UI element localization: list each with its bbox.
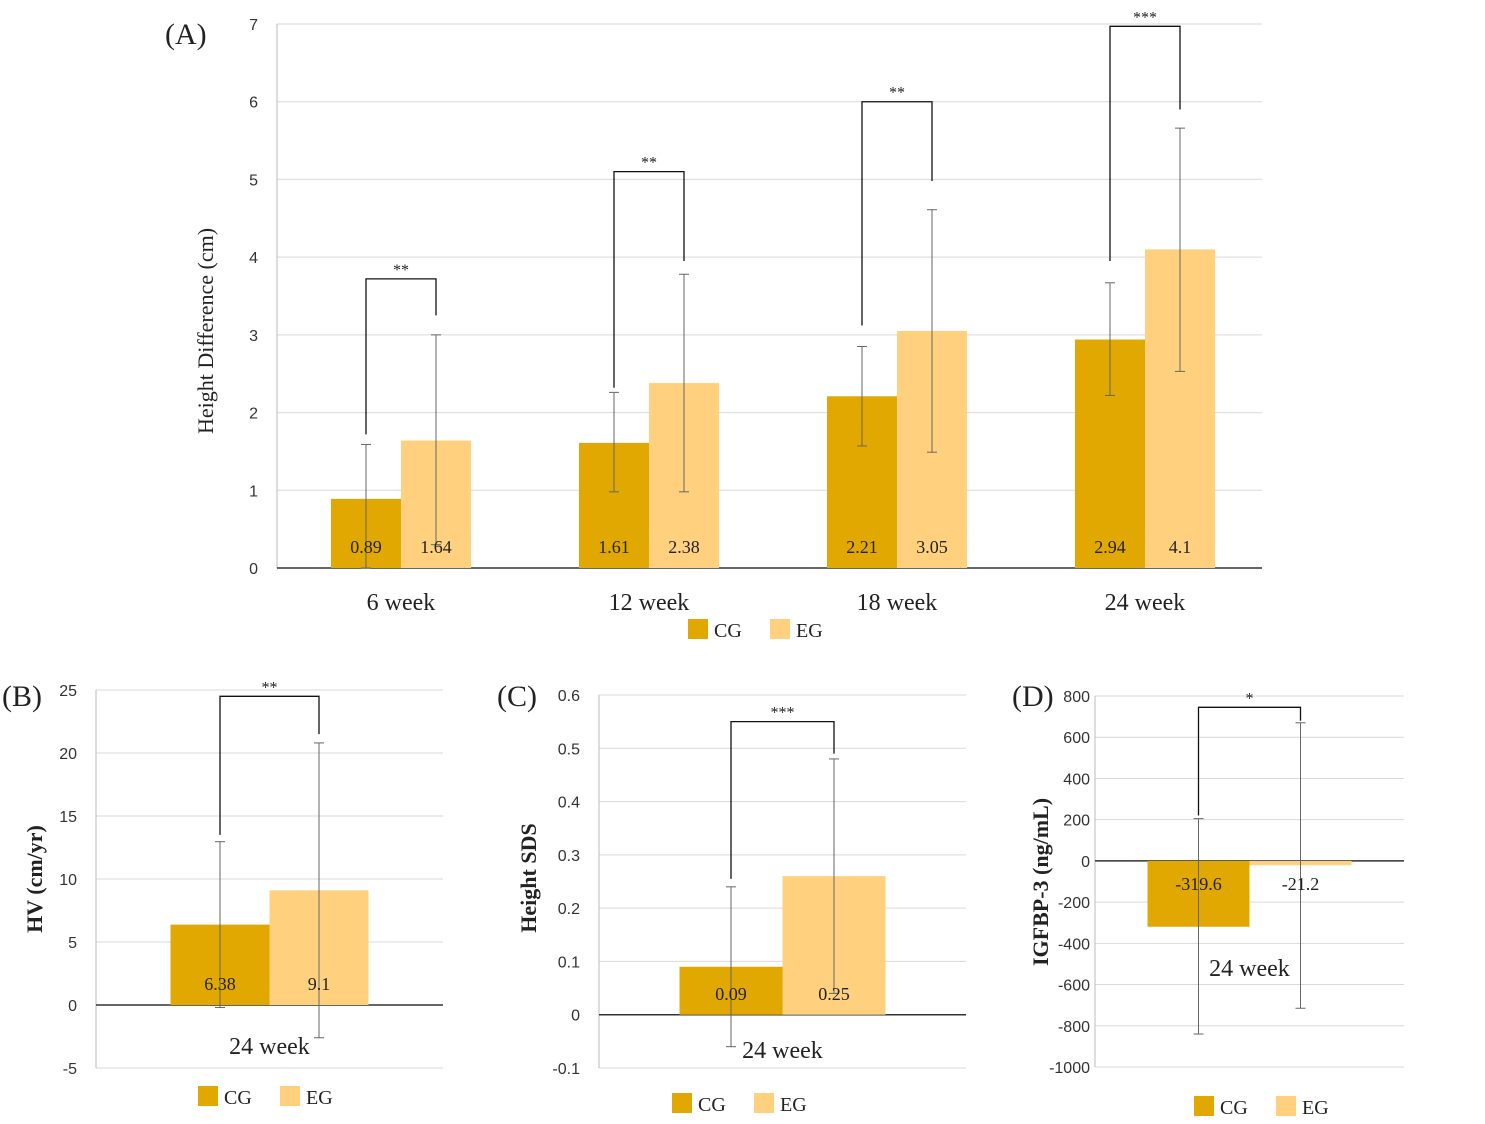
panel-c-legend-swatch-eg	[754, 1093, 774, 1113]
panel-a-category-label: 24 week	[1105, 590, 1186, 616]
panel-c-legend-label: CG	[698, 1094, 726, 1116]
panel-c: (C) Height SDS -0.1 0 0.1 0.2 0.3 0.4 0.5 0.6 0.…	[497, 680, 966, 1116]
panel-d: (D) IGFBP-3 (ng/mL) -1000 -800 -600 -400 -20…	[1012, 680, 1404, 1119]
panel-a-y-tick-label: 0	[249, 561, 258, 578]
panel-a-data-label: 2.21	[846, 537, 878, 557]
panel-a: (A) Height Difference (cm) 0 1 2 3 4 5 6 7 0.89 1…	[165, 9, 1262, 642]
panel-c-y-tick-label: 0.3	[558, 848, 580, 865]
panel-a-y-axis-label: Height Difference (cm)	[193, 228, 218, 434]
panel-b-data-label: 6.38	[204, 974, 236, 994]
panel-d-y-tick-label: 400	[1063, 771, 1090, 788]
panel-b-y-tick-label: -5	[63, 1061, 77, 1078]
panel-d-y-axis-label: IGFBP-3 (ng/mL)	[1028, 798, 1053, 966]
panel-b-y-tick-label: 25	[59, 683, 77, 700]
panel-b-significance-bracket	[219, 695, 320, 835]
panel-d-y-tick-label: 800	[1063, 689, 1090, 706]
panel-b-legend-swatch-eg	[280, 1086, 300, 1106]
panel-c-y-tick-label: -0.1	[552, 1061, 580, 1078]
panel-a-significance-bracket	[1109, 25, 1181, 262]
panel-c-data-label: 0.25	[818, 984, 850, 1004]
panel-d-y-tick-label: 200	[1063, 813, 1090, 830]
panel-c-significance-label: ***	[771, 705, 795, 722]
panel-c-y-tick-label: 0.1	[558, 954, 580, 971]
panel-c-y-tick-label: 0.6	[558, 688, 580, 705]
panel-c-y-tick-label: 0.2	[558, 901, 580, 918]
panel-a-significance-bracket	[861, 101, 933, 326]
panel-a-category-label: 18 week	[857, 590, 938, 616]
panel-d-label: (D)	[1012, 680, 1054, 713]
panel-c-data-label: 0.09	[715, 984, 747, 1004]
panel-a-data-label: 1.61	[598, 537, 630, 557]
panel-a-y-tick-label: 4	[249, 250, 258, 267]
panel-d-y-tick-label: -600	[1058, 978, 1090, 995]
panel-a-significance-bracket	[365, 278, 437, 435]
panel-a-data-label: 3.05	[916, 537, 948, 557]
panel-a-y-tick-label: 1	[249, 483, 258, 500]
panel-b-significance-label: **	[262, 679, 278, 696]
panel-b-label: (B)	[2, 680, 42, 713]
panel-a-significance-label: ***	[1133, 9, 1157, 26]
panel-d-legend-label: EG	[1302, 1097, 1329, 1119]
panel-a-y-tick-label: 7	[249, 17, 258, 34]
panel-d-y-tick-label: -1000	[1049, 1060, 1090, 1077]
panel-b-data-label: 9.1	[308, 974, 331, 994]
panel-d-significance-bracket	[1197, 706, 1302, 816]
panel-a-data-label: 4.1	[1169, 537, 1192, 557]
panel-a-y-tick-label: 2	[249, 406, 258, 423]
panel-d-data-label: -21.2	[1282, 874, 1320, 894]
panel-c-y-tick-label: 0.4	[558, 795, 580, 812]
panel-b-legend-label: CG	[224, 1087, 252, 1109]
panel-d-y-tick-label: 600	[1063, 730, 1090, 747]
panel-c-category-label: 24 week	[742, 1038, 823, 1064]
panel-c-label: (C)	[497, 680, 537, 713]
panel-a-label: (A)	[165, 18, 207, 51]
panel-c-significance-bracket	[730, 720, 835, 879]
panel-a-significance-label: **	[889, 85, 905, 102]
panel-a-legend-swatch-eg	[770, 619, 790, 639]
panel-d-legend-label: CG	[1220, 1097, 1248, 1119]
panel-d-category-label: 24 week	[1209, 956, 1290, 982]
panel-b-y-tick-label: 10	[59, 872, 77, 889]
panel-d-significance-label: *	[1246, 690, 1254, 707]
panel-b-category-label: 24 week	[229, 1034, 310, 1060]
panel-d-legend-swatch-eg	[1276, 1096, 1296, 1116]
panel-b-y-tick-label: 20	[59, 746, 77, 763]
panel-d-y-tick-label: -800	[1058, 1019, 1090, 1036]
panel-d-legend-swatch-cg	[1194, 1096, 1214, 1116]
panel-d-y-tick-label: -400	[1058, 936, 1090, 953]
panel-b-legend-swatch-cg	[198, 1086, 218, 1106]
panel-d-y-tick-label: -200	[1058, 895, 1090, 912]
panel-a-y-tick-label: 6	[249, 95, 258, 112]
panel-c-y-tick-label: 0.5	[558, 741, 580, 758]
panel-a-y-tick-label: 5	[249, 172, 258, 189]
panel-b-y-tick-label: 0	[68, 998, 77, 1015]
panel-b-y-axis-label: HV (cm/yr)	[22, 825, 47, 933]
panel-a-data-label: 0.89	[350, 537, 382, 557]
panel-a-legend-swatch-cg	[688, 619, 708, 639]
panel-d-y-tick-label: 0	[1081, 854, 1090, 871]
panel-b-y-tick-label: 15	[59, 809, 77, 826]
panel-a-significance-label: **	[393, 262, 409, 279]
panel-a-significance-bracket	[613, 171, 685, 388]
panel-a-y-tick-label: 3	[249, 328, 258, 345]
panel-a-data-label: 1.64	[420, 537, 452, 557]
panel-a-data-label: 2.94	[1094, 537, 1126, 557]
panel-b-y-tick-label: 5	[68, 935, 77, 952]
panel-c-legend-label: EG	[780, 1094, 807, 1116]
panel-a-legend-label: EG	[796, 620, 823, 642]
panel-c-y-tick-label: 0	[571, 1008, 580, 1025]
panel-b: (B) HV (cm/yr) -5 0 5 10 15 20 25 6.38 9.1 24 wee…	[2, 679, 443, 1109]
panel-a-significance-label: **	[641, 155, 657, 172]
panel-a-category-label: 12 week	[609, 590, 690, 616]
panel-a-legend-label: CG	[714, 620, 742, 642]
panel-a-category-label: 6 week	[367, 590, 436, 616]
panel-b-legend-label: EG	[306, 1087, 333, 1109]
panel-c-y-axis-label: Height SDS	[516, 823, 541, 932]
panel-a-data-label: 2.38	[668, 537, 700, 557]
panel-d-data-label: -319.6	[1175, 874, 1222, 894]
panel-c-legend-swatch-cg	[672, 1093, 692, 1113]
